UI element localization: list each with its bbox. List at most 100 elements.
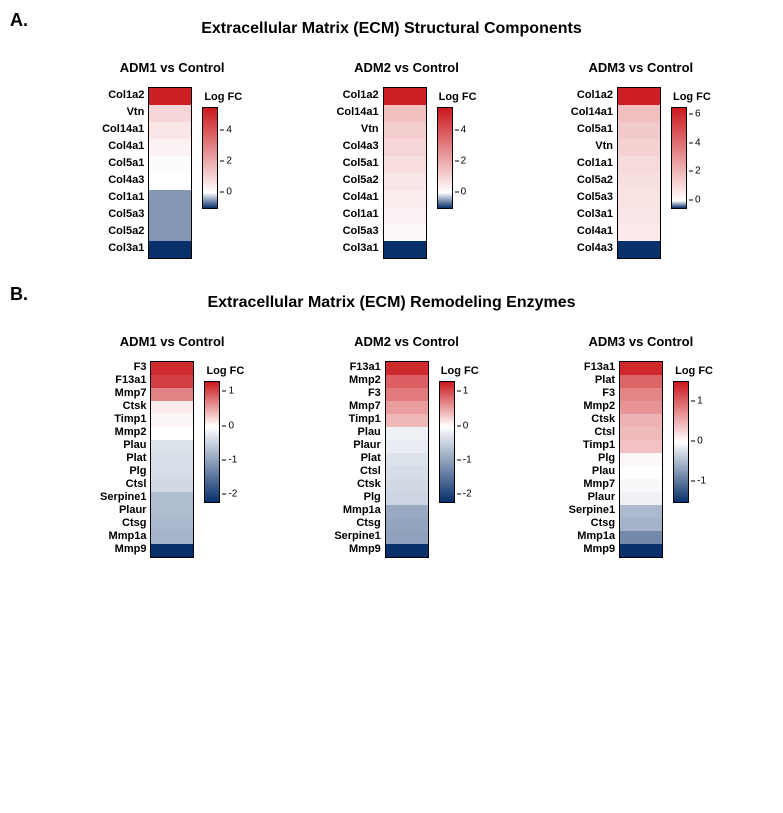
- legend-tick: 4: [689, 137, 701, 148]
- heatmap-cell: [618, 105, 660, 122]
- gene-labels: Col1a2Col14a1VtnCol4a3Col5a1Col5a2Col4a1…: [336, 87, 380, 257]
- legend-tick: 1: [222, 386, 234, 397]
- heatmap-cell: [620, 440, 662, 453]
- gene-label: Col4a1: [108, 138, 146, 155]
- legend-title: Log FC: [441, 365, 479, 377]
- heatmap-cell: [149, 88, 191, 105]
- heatmap-cell: [151, 492, 193, 505]
- gene-label: Col5a2: [108, 223, 146, 240]
- gene-label: Ctsl: [360, 465, 383, 478]
- subplot-title: ADM3 vs Control: [588, 60, 693, 75]
- gene-label: Col4a3: [343, 138, 381, 155]
- heatmap-cell: [618, 224, 660, 241]
- panel-b-row: ADM1 vs ControlF3F13a1Mmp7CtskTimp1Mmp2P…: [10, 334, 773, 558]
- gene-label: Col5a1: [108, 155, 146, 172]
- heatmap-cell: [151, 518, 193, 531]
- gene-label: F3: [134, 361, 149, 374]
- gene-labels: F13a1PlatF3Mmp2CtskCtslTimp1PlgPlauMmp7P…: [569, 361, 617, 556]
- heatmap-cell: [620, 479, 662, 492]
- gene-label: Col1a2: [108, 87, 146, 104]
- heatmap-cell: [618, 173, 660, 190]
- legend-tick: 0: [689, 194, 701, 205]
- legend: Log FC6420: [671, 91, 711, 209]
- heatmap-cell: [151, 414, 193, 427]
- gene-label: Col4a3: [577, 240, 615, 257]
- heatmap-cell: [384, 190, 426, 207]
- heatmap-cell: [620, 388, 662, 401]
- heatmap-cell: [386, 414, 428, 427]
- heatmap-cell: [386, 427, 428, 440]
- heatmap-cell: [384, 173, 426, 190]
- legend-body: 6420: [671, 107, 709, 209]
- heatmap-cell: [618, 156, 660, 173]
- gene-label: Timp1: [349, 413, 383, 426]
- legend: Log FC420: [202, 91, 242, 209]
- heatmap-cell: [384, 156, 426, 173]
- legend-title: Log FC: [675, 365, 713, 377]
- gene-label: Mmp2: [349, 374, 383, 387]
- gene-label: Col5a3: [343, 223, 381, 240]
- gene-label: Ctsk: [357, 478, 383, 491]
- gene-label: Ctsl: [126, 478, 149, 491]
- gene-label: Plg: [364, 491, 383, 504]
- gene-label: Plat: [595, 374, 617, 387]
- subplot: ADM1 vs ControlCol1a2VtnCol14a1Col4a1Col…: [102, 60, 242, 259]
- heatmap-block: F13a1PlatF3Mmp2CtskCtslTimp1PlgPlauMmp7P…: [569, 361, 713, 558]
- gene-label: Vtn: [595, 138, 615, 155]
- legend-tick: 0: [457, 420, 469, 431]
- gene-label: Col5a2: [577, 172, 615, 189]
- legend-tick: 6: [689, 109, 701, 120]
- heatmap-cell: [151, 427, 193, 440]
- gene-label: Plau: [358, 426, 383, 439]
- legend-ticks: 10-1-2: [457, 381, 477, 501]
- gene-label: Plaur: [588, 491, 618, 504]
- panel-b: B. Extracellular Matrix (ECM) Remodeling…: [10, 294, 773, 558]
- legend-ticks: 10-1: [691, 381, 711, 501]
- heatmap-cell: [618, 190, 660, 207]
- heatmap-cell: [618, 139, 660, 156]
- heatmap-cell: [386, 375, 428, 388]
- heatmap-column: [383, 87, 427, 259]
- heatmap-cell: [620, 362, 662, 375]
- heatmap-cell: [384, 88, 426, 105]
- gene-label: F3: [602, 387, 617, 400]
- gene-label: F3: [368, 387, 383, 400]
- subplot: ADM1 vs ControlF3F13a1Mmp7CtskTimp1Mmp2P…: [100, 334, 244, 558]
- gene-label: Col5a1: [577, 121, 615, 138]
- heatmap-cell: [149, 139, 191, 156]
- legend-bar: [437, 107, 453, 209]
- heatmap-cell: [151, 388, 193, 401]
- legend-tick: 0: [691, 436, 703, 447]
- gene-label: Col1a1: [577, 155, 615, 172]
- gene-label: Timp1: [583, 439, 617, 452]
- heatmap-cell: [149, 241, 191, 258]
- gene-label: Col1a1: [343, 206, 381, 223]
- heatmap-cell: [151, 531, 193, 544]
- gene-label: Plaur: [353, 439, 383, 452]
- heatmap-cell: [620, 427, 662, 440]
- gene-label: Plau: [123, 439, 148, 452]
- gene-label: Serpine1: [334, 530, 382, 543]
- gene-label: Mmp1a: [343, 504, 383, 517]
- subplot: ADM2 vs ControlCol1a2Col14a1VtnCol4a3Col…: [336, 60, 476, 259]
- heatmap-cell: [620, 375, 662, 388]
- subplot-title: ADM1 vs Control: [120, 60, 225, 75]
- legend-title: Log FC: [206, 365, 244, 377]
- subplot-title: ADM2 vs Control: [354, 334, 459, 349]
- gene-label: Ctsl: [594, 426, 617, 439]
- gene-label: Mmp2: [115, 426, 149, 439]
- heatmap-cell: [620, 453, 662, 466]
- gene-label: Plg: [598, 452, 617, 465]
- heatmap-cell: [149, 156, 191, 173]
- legend-bar: [204, 381, 220, 503]
- heatmap-cell: [384, 241, 426, 258]
- heatmap-cell: [386, 505, 428, 518]
- heatmap-cell: [151, 544, 193, 557]
- heatmap-cell: [151, 375, 193, 388]
- gene-label: Serpine1: [569, 504, 617, 517]
- heatmap-cell: [618, 122, 660, 139]
- heatmap-cell: [149, 207, 191, 224]
- heatmap-cell: [386, 544, 428, 557]
- legend-ticks: 420: [455, 107, 475, 207]
- panel-b-label: B.: [10, 284, 28, 305]
